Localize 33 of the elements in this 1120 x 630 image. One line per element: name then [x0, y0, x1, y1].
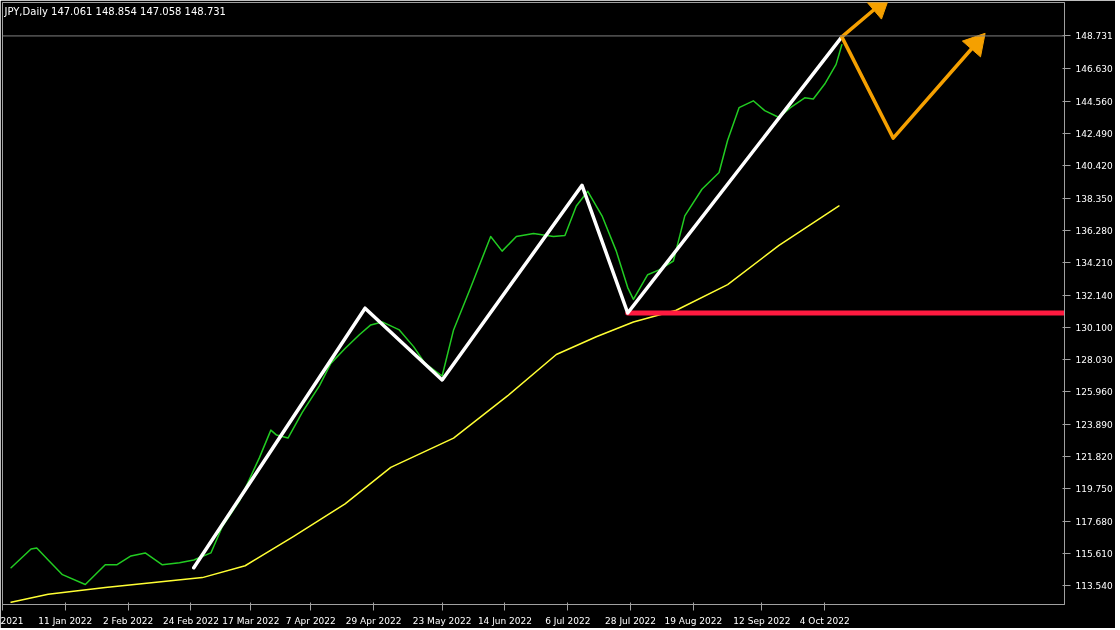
y-tick-label: 119.750 — [1075, 484, 1113, 495]
x-tick-label: 28 Jul 2022 — [605, 615, 657, 626]
y-tick-label: 132.140 — [1075, 290, 1113, 301]
y-tick-label: 134.210 — [1075, 258, 1113, 269]
x-tick-label: 11 Jan 2022 — [38, 615, 93, 626]
x-tick-label: 6 Jul 2022 — [545, 615, 591, 626]
y-tick-label: 121.820 — [1075, 452, 1113, 462]
y-tick-label: 146.630 — [1075, 64, 1113, 75]
y-tick-label: 148.731 — [1075, 31, 1113, 42]
x-tick-label: 14 Jun 2022 — [477, 615, 533, 626]
y-tick-label: 128.030 — [1075, 354, 1113, 365]
y-tick-label: 115.610 — [1075, 549, 1113, 560]
y-tick-label: 125.960 — [1075, 387, 1113, 398]
y-tick-label: 130.100 — [1075, 322, 1113, 333]
y-tick-label: 142.490 — [1075, 128, 1113, 139]
y-tick-label: 113.540 — [1075, 581, 1113, 592]
x-tick-label: 4 Oct 2022 — [799, 615, 850, 626]
y-tick-label: 140.420 — [1075, 161, 1113, 172]
x-tick-label: 7 Apr 2022 — [285, 615, 336, 626]
x-tick-label: 17 Mar 2022 — [222, 615, 280, 626]
x-tick-label: 29 Apr 2022 — [345, 615, 402, 626]
y-tick-label: 136.280 — [1075, 226, 1113, 237]
y-tick-label: 123.890 — [1075, 419, 1113, 430]
x-tick-label: 2021 — [0, 615, 24, 626]
y-tick-label: 138.350 — [1075, 193, 1113, 204]
x-tick-label: 2 Feb 2022 — [102, 615, 154, 626]
chart-title: JPY,Daily 147.061 148.854 147.058 148.731 — [3, 5, 226, 17]
x-tick-label: 23 May 2022 — [412, 615, 472, 626]
x-tick-label: 12 Sep 2022 — [733, 615, 791, 626]
x-tick-label: 19 Aug 2022 — [664, 615, 723, 626]
y-tick-label: 144.560 — [1075, 96, 1113, 107]
y-tick-label: 117.680 — [1075, 516, 1113, 527]
x-tick-label: 24 Feb 2022 — [162, 615, 219, 626]
